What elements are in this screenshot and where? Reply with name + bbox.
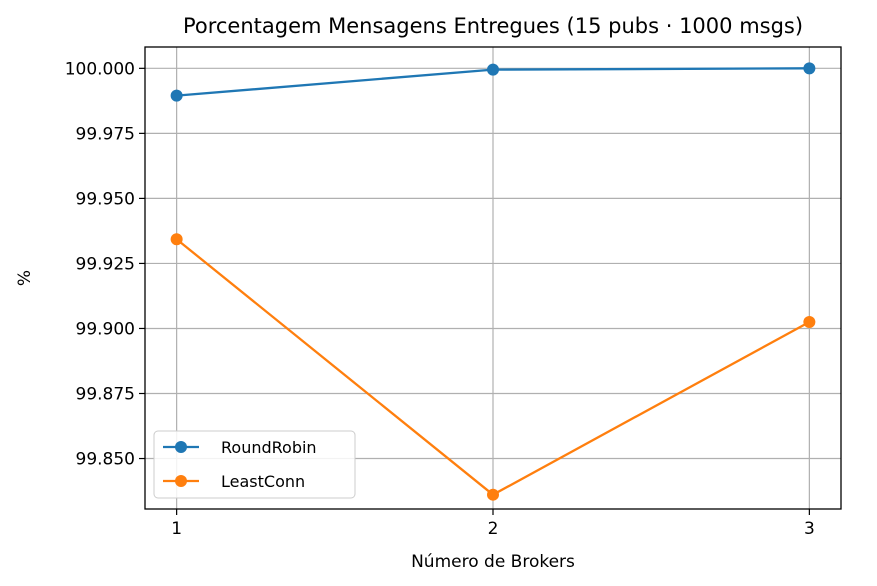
y-tick-label: 99.975 [76,124,135,144]
y-tick-label: 100.000 [65,59,135,79]
data-point-roundrobin [487,63,499,76]
chart-title: Porcentagem Mensagens Entregues (15 pubs… [183,14,803,38]
data-point-leastconn [803,315,816,328]
y-tick-label: 99.950 [76,189,135,209]
x-tick-label: 2 [488,519,499,539]
data-point-roundrobin [170,89,183,102]
series-layer [170,62,816,501]
ticks: 1 2 3 99.850 99.875 99.900 99.925 99.950 99.975 1… [65,59,815,539]
y-tick-label: 99.925 [76,254,135,274]
legend: RoundRobin LeastConn [153,430,356,499]
y-tick-label: 99.850 [76,450,135,470]
y-tick-label: 99.875 [76,385,135,405]
data-point-leastconn [170,233,183,246]
data-point-roundrobin [803,62,816,75]
legend-label-roundrobin: RoundRobin [221,438,317,457]
legend-box [153,430,356,499]
x-axis-label: Número de Brokers [411,552,575,572]
legend-label-leastconn: LeastConn [221,472,305,491]
x-tick-label: 1 [171,519,182,539]
legend-marker-leastconn [175,475,187,487]
y-tick-label: 99.900 [76,319,135,339]
y-axis-label: % [15,270,35,286]
x-tick-label: 3 [804,519,815,539]
legend-marker-roundrobin [175,441,187,453]
data-point-leastconn [487,488,499,501]
